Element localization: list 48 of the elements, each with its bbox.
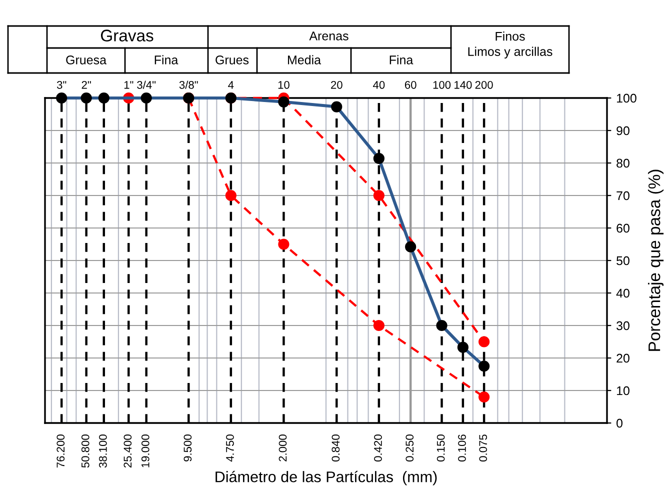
x-tick-label: 0.075 bbox=[479, 434, 488, 462]
x-tick-label: 2.000 bbox=[278, 434, 287, 462]
annotation: 10 bbox=[278, 80, 290, 89]
y-tick-label: 40 bbox=[616, 288, 630, 298]
annotation: 20 bbox=[331, 80, 342, 89]
y-tick-label: 80 bbox=[616, 158, 630, 168]
annotation: 140 bbox=[454, 80, 472, 89]
text: Media bbox=[288, 55, 322, 64]
text: Finos Limos y arcillas bbox=[468, 32, 552, 58]
y-tick-label: 50 bbox=[616, 256, 630, 266]
x-tick-label: 0.150 bbox=[436, 434, 445, 462]
x-tick-label: 19.000 bbox=[141, 434, 150, 468]
annotation: 3/8" bbox=[179, 80, 198, 89]
annotation: 2" bbox=[82, 80, 91, 89]
text: Arenas bbox=[309, 32, 348, 40]
x-tick-label: 4.750 bbox=[226, 434, 234, 462]
y-tick-label: 70 bbox=[616, 191, 630, 200]
x-tick-label: 38.100 bbox=[98, 434, 107, 468]
y-tick-label: 10 bbox=[616, 386, 630, 396]
y-tick-label: 0 bbox=[616, 418, 622, 428]
annotation: 200 bbox=[475, 80, 493, 89]
x-tick-label: 0.420 bbox=[374, 434, 382, 462]
annotation: 3" bbox=[56, 80, 66, 89]
annotation: 1" bbox=[124, 81, 134, 89]
x-tick-label: 76.200 bbox=[56, 434, 65, 468]
annotation: 4 bbox=[228, 81, 234, 89]
y-tick-label: 100 bbox=[616, 94, 636, 103]
y-tick-label: 60 bbox=[616, 224, 630, 233]
x-tick-label: 0.250 bbox=[406, 434, 414, 462]
text: Fina bbox=[154, 55, 178, 64]
text: Fina bbox=[390, 55, 414, 64]
x-tick-label: 9.500 bbox=[184, 434, 192, 462]
y-tick-label: 90 bbox=[616, 126, 630, 136]
x-tick-label: 25.400 bbox=[124, 434, 132, 468]
x-tick-label: 0.106 bbox=[458, 434, 466, 462]
x-tick-label: 50.800 bbox=[81, 434, 90, 468]
y-tick-label: 20 bbox=[616, 354, 630, 363]
y-tick-label: 30 bbox=[616, 321, 630, 330]
text: Gruesa bbox=[66, 56, 106, 64]
y-axis-title: Porcentaje que pasa (%) bbox=[648, 170, 664, 351]
x-axis-title: Diámetro de las Partículas (mm) bbox=[216, 470, 437, 486]
annotation: 100 bbox=[433, 80, 451, 89]
annotation: 40 bbox=[373, 80, 385, 89]
x-tick-label: 0.840 bbox=[332, 434, 340, 462]
annotation: 3/4" bbox=[137, 80, 156, 89]
text: Grues bbox=[216, 56, 249, 64]
text: Gravas bbox=[100, 30, 154, 42]
annotation: 60 bbox=[404, 80, 416, 89]
